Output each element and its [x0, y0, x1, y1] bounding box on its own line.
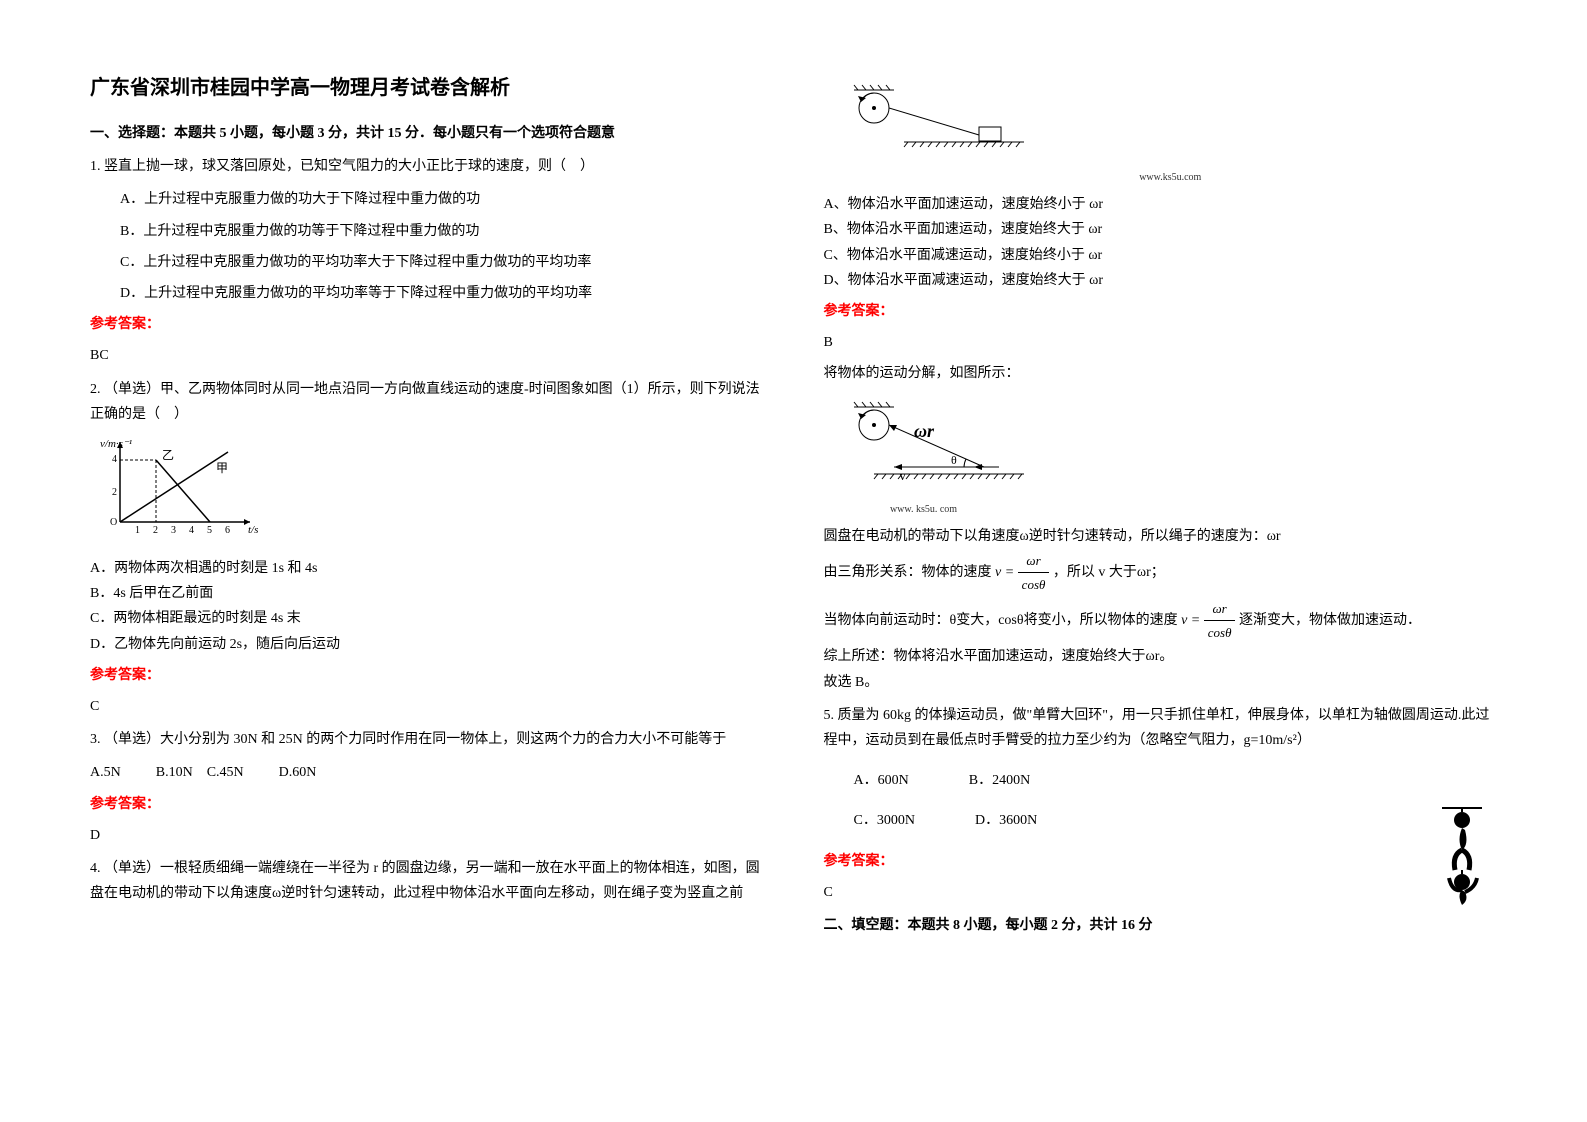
- q5-row1: A．600N B．2400N: [854, 768, 1498, 793]
- q4-explain5: 综上所述：物体将沿水平面加速运动，速度始终大于ωr。: [824, 644, 1498, 669]
- q1-answer-label: 参考答案：: [90, 312, 764, 337]
- q4-optA: A、物体沿水平面加速运动，速度始终小于 ωr: [824, 192, 1498, 217]
- q1-answer: BC: [90, 343, 764, 368]
- formula-v2: v = ωrcosθ: [1181, 613, 1239, 628]
- section2-header: 二、填空题：本题共 8 小题，每小题 2 分，共计 16 分: [824, 913, 1498, 938]
- q3-answer: D: [90, 823, 764, 848]
- q2-text: 2. （单选）甲、乙两物体同时从同一地点沿同一方向做直线运动的速度-时间图象如图…: [90, 377, 764, 427]
- q2-answer-label: 参考答案：: [90, 663, 764, 688]
- q5-text: 5. 质量为 60kg 的体操运动员，做"单臂大回环"，用一只手抓住单杠，伸展身…: [824, 703, 1498, 753]
- q4-explain6: 故选 B。: [824, 670, 1498, 695]
- q5-answer-label: 参考答案：: [824, 849, 1498, 874]
- q4-explain3: 由三角形关系：物体的速度 v = ωrcosθ ，所以 v 大于ωr；: [824, 549, 1498, 597]
- svg-text:4: 4: [189, 525, 194, 536]
- q5-optA: A．600N: [854, 768, 909, 793]
- svg-text:6: 6: [225, 525, 230, 536]
- q4-optB: B、物体沿水平面加速运动，速度始终大于 ωr: [824, 217, 1498, 242]
- q2-optB: B．4s 后甲在乙前面: [90, 581, 764, 606]
- q3-text: 3. （单选）大小分别为 30N 和 25N 的两个力同时作用在同一物体上，则这…: [90, 727, 764, 752]
- q3-optB: B.10N: [156, 765, 193, 780]
- q5-answer: C: [824, 880, 1498, 905]
- q1-options: A．上升过程中克服重力做的功大于下降过程中重力做的功 B．上升过程中克服重力做的…: [120, 187, 764, 306]
- svg-text:v/m·s⁻¹: v/m·s⁻¹: [100, 438, 132, 450]
- svg-text:乙: 乙: [162, 448, 174, 462]
- svg-text:2: 2: [153, 525, 158, 536]
- q2-answer: C: [90, 694, 764, 719]
- q2-optC: C．两物体相距最远的时刻是 4s 末: [90, 606, 764, 631]
- q5-row2: C．3000N D．3600N: [854, 808, 1498, 833]
- svg-text:5: 5: [207, 525, 212, 536]
- svg-text:ωr: ωr: [914, 421, 935, 441]
- q3-options: A.5N B.10N C.45N D.60N: [90, 760, 764, 785]
- q4-answer-label: 参考答案：: [824, 299, 1498, 324]
- q5-optB: B．2400N: [969, 768, 1030, 793]
- q4-optC: C、物体沿水平面减速运动，速度始终小于 ωr: [824, 243, 1498, 268]
- svg-text:O: O: [110, 517, 117, 528]
- q1-optA: A．上升过程中克服重力做的功大于下降过程中重力做的功: [120, 187, 764, 212]
- q4-explain2: 圆盘在电动机的带动下以角速度ω逆时针匀速转动，所以绳子的速度为：ωr: [824, 524, 1498, 549]
- q5-optC: C．3000N: [854, 808, 915, 833]
- q1-optD: D．上升过程中克服重力做功的平均功率等于下降过程中重力做功的平均功率: [120, 281, 764, 306]
- q2-optA: A．两物体两次相遇的时刻是 1s 和 4s: [90, 556, 764, 581]
- svg-text:θ: θ: [951, 453, 957, 467]
- watermark2: www. ks5u. com: [844, 501, 1004, 519]
- q1-text: 1. 竖直上抛一球，球又落回原处，已知空气阻力的大小正比于球的速度，则（ ）: [90, 154, 764, 179]
- left-column: 广东省深圳市桂园中学高一物理月考试卷含解析 一、选择题：本题共 5 小题，每小题…: [90, 70, 764, 1052]
- q3-optD: D.60N: [279, 765, 317, 780]
- page-title: 广东省深圳市桂园中学高一物理月考试卷含解析: [90, 70, 764, 106]
- q4-diagram1: www.ks5u.com: [844, 80, 1498, 187]
- formula-v1: v = ωrcosθ: [995, 565, 1053, 580]
- q4-optD: D、物体沿水平面减速运动，速度始终大于 ωr: [824, 268, 1498, 293]
- q3-optA: A.5N: [90, 765, 121, 780]
- q4-explain1: 将物体的运动分解，如图所示：: [824, 361, 1498, 386]
- q2-optD: D．乙物体先向前运动 2s，随后向后运动: [90, 632, 764, 657]
- q2-chart: v/m·s⁻¹ t/s O 4 2 1 2 3 4 5 6 乙 甲: [100, 437, 764, 546]
- q4-answer: B: [824, 330, 1498, 355]
- q3-optC: C.45N: [207, 765, 244, 780]
- svg-text:2: 2: [112, 487, 117, 498]
- svg-text:3: 3: [171, 525, 176, 536]
- svg-text:t/s: t/s: [248, 524, 258, 536]
- q4-diagram2: ωr v θ www. ks5u. com: [844, 397, 1498, 519]
- svg-text:甲: 甲: [216, 461, 228, 475]
- watermark1: www.ks5u.com: [844, 169, 1498, 187]
- gymnast-icon: [1437, 800, 1487, 919]
- q5-optD: D．3600N: [975, 808, 1037, 833]
- right-column: www.ks5u.com A、物体沿水平面加速运动，速度始终小于 ωr B、物体…: [824, 70, 1498, 1052]
- svg-text:4: 4: [112, 454, 117, 465]
- svg-text:1: 1: [135, 525, 140, 536]
- q3-answer-label: 参考答案：: [90, 792, 764, 817]
- q4-text: 4. （单选）一根轻质细绳一端缠绕在一半径为 r 的圆盘边缘，另一端和一放在水平…: [90, 856, 764, 906]
- q1-optC: C．上升过程中克服重力做功的平均功率大于下降过程中重力做功的平均功率: [120, 250, 764, 275]
- q1-optB: B．上升过程中克服重力做的功等于下降过程中重力做的功: [120, 219, 764, 244]
- section1-header: 一、选择题：本题共 5 小题，每小题 3 分，共计 15 分．每小题只有一个选项…: [90, 121, 764, 146]
- q4-explain4: 当物体向前运动时：θ变大，cosθ将变小，所以物体的速度 v = ωrcosθ …: [824, 597, 1498, 645]
